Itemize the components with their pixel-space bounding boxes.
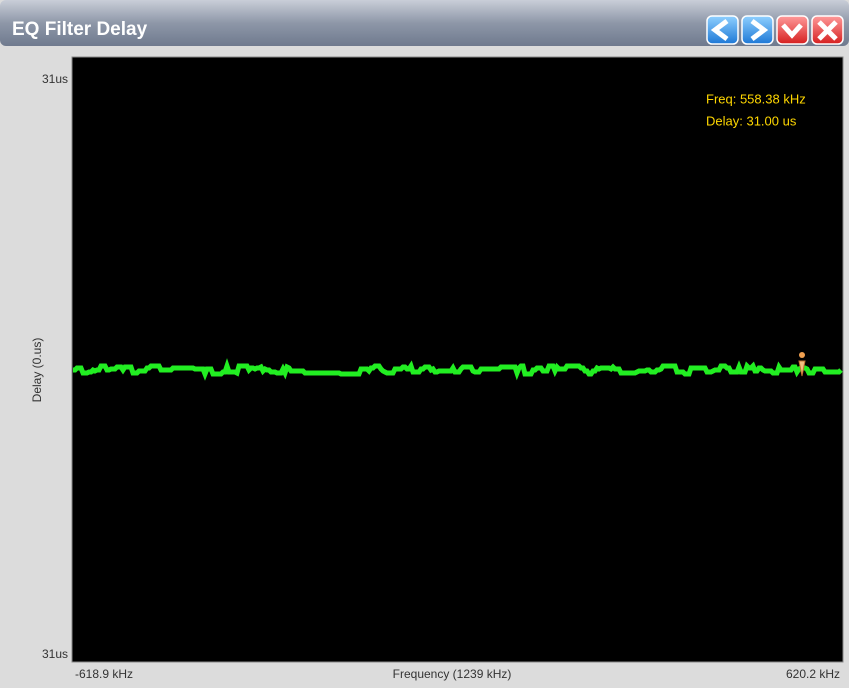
x-left-label: -618.9 kHz [75, 667, 133, 681]
close-button[interactable] [811, 15, 844, 45]
x-axis-title: Frequency (1239 kHz) [393, 667, 512, 681]
trace [73, 358, 843, 381]
readout-freq: Freq: 558.38 kHz [706, 91, 806, 106]
trace-line [73, 358, 843, 381]
cursor [798, 352, 806, 377]
window-title: EQ Filter Delay [12, 19, 148, 40]
next-button[interactable] [741, 15, 774, 45]
y-axis-title: Delay (0.us) [30, 338, 44, 403]
x-right-label: 620.2 kHz [786, 667, 840, 681]
readout-delay: Delay: 31.00 us [706, 113, 797, 128]
y-top-label: 31us [42, 72, 68, 86]
prev-button[interactable] [706, 15, 739, 45]
minimize-button[interactable] [776, 15, 809, 45]
plot-area [71, 56, 844, 663]
title-bar [0, 0, 849, 46]
y-bottom-label: 31us [42, 647, 68, 661]
